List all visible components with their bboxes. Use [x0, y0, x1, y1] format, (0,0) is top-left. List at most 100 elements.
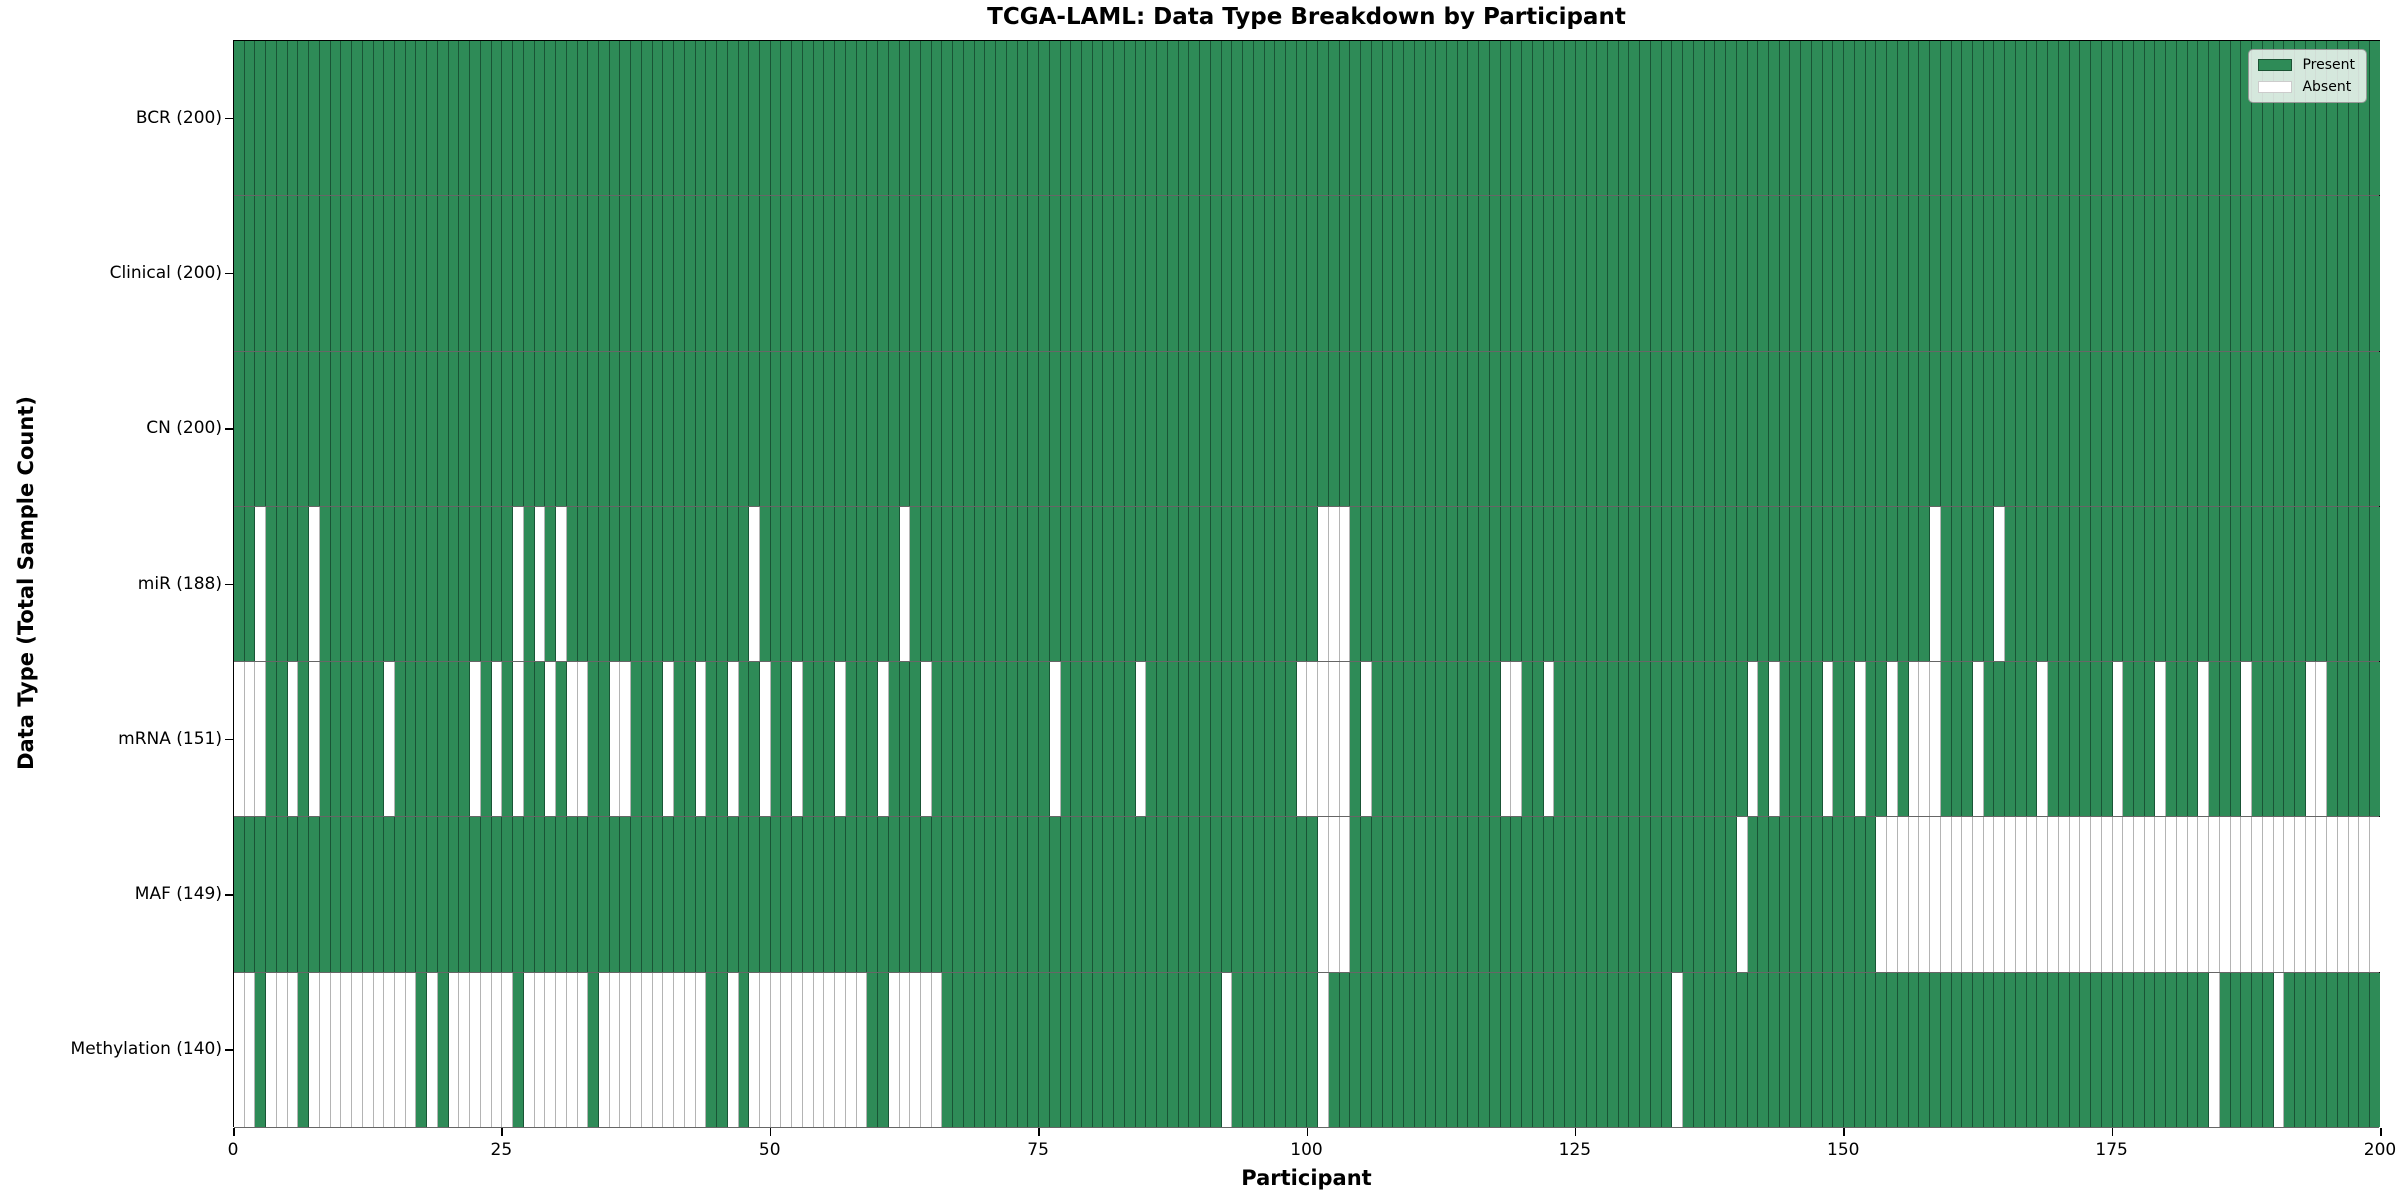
heatmap-cell: [1146, 196, 1158, 351]
heatmap-cell: [255, 196, 267, 351]
heatmap-cell: [2370, 817, 2380, 972]
heatmap-cell: [523, 351, 535, 506]
heatmap-cell: [1028, 662, 1040, 817]
heatmap-cell: [888, 817, 900, 972]
heatmap-cell: [1833, 41, 1845, 196]
heatmap-cell: [1275, 817, 1286, 972]
heatmap-cell: [985, 506, 997, 662]
heatmap-cell: [276, 196, 288, 351]
heatmap-cell: [1500, 972, 1512, 1127]
heatmap-cell: [437, 351, 449, 506]
heatmap-cell: [2080, 41, 2092, 196]
heatmap-cell: [2112, 506, 2124, 662]
heatmap-cell: [1876, 196, 1888, 351]
heatmap-cell: [1629, 972, 1641, 1127]
heatmap-cell: [2166, 817, 2177, 972]
heatmap-cell: [781, 662, 793, 817]
heatmap-cell: [1726, 41, 1737, 196]
heatmap-cell: [1672, 41, 1684, 196]
y-tick-mark: [225, 583, 233, 585]
heatmap-cell: [1157, 41, 1168, 196]
heatmap-cell: [1296, 972, 1308, 1127]
heatmap-cell: [867, 506, 879, 662]
heatmap-cell: [1972, 817, 1984, 972]
heatmap-cell: [330, 351, 342, 506]
heatmap-cell: [1157, 972, 1168, 1127]
heatmap-cell: [1028, 506, 1040, 662]
heatmap-cell: [276, 972, 288, 1127]
heatmap-cell: [1897, 41, 1909, 196]
heatmap-cell: [717, 196, 728, 351]
heatmap-cell: [2198, 351, 2210, 506]
heatmap-cell: [1661, 506, 1673, 662]
heatmap-cell: [1328, 41, 1340, 196]
heatmap-cell: [545, 196, 557, 351]
heatmap-cell: [835, 196, 846, 351]
heatmap-cell: [395, 41, 406, 196]
heatmap-cell: [266, 817, 277, 972]
heatmap-cell: [1028, 817, 1040, 972]
heatmap-cell: [663, 972, 675, 1127]
heatmap-cell: [1532, 196, 1544, 351]
heatmap-cell: [1082, 196, 1093, 351]
heatmap-cell: [845, 972, 857, 1127]
heatmap-cell: [1940, 972, 1952, 1127]
heatmap-cell: [1382, 506, 1394, 662]
heatmap-cell: [749, 662, 760, 817]
heatmap-cell: [985, 351, 997, 506]
heatmap-cell: [727, 41, 739, 196]
heatmap-cell: [695, 972, 707, 1127]
heatmap-cell: [717, 817, 728, 972]
heatmap-cell: [545, 506, 557, 662]
heatmap-cell: [921, 351, 932, 506]
heatmap-cell: [1060, 196, 1072, 351]
heatmap-cell: [352, 662, 363, 817]
heatmap-cell: [1382, 972, 1394, 1127]
heatmap-cell: [1232, 506, 1244, 662]
heatmap-cell: [2209, 41, 2220, 196]
heatmap-cell: [867, 196, 879, 351]
heatmap-cell: [2359, 196, 2371, 351]
heatmap-cell: [921, 196, 932, 351]
heatmap-cell: [2048, 351, 2059, 506]
heatmap-cell: [684, 662, 696, 817]
heatmap-cell: [1296, 662, 1308, 817]
heatmap-cell: [1479, 506, 1490, 662]
heatmap-cell: [878, 972, 889, 1127]
heatmap-cell: [1103, 506, 1115, 662]
heatmap-cell: [931, 817, 943, 972]
heatmap-cell: [1844, 351, 1855, 506]
heatmap-cell: [448, 972, 460, 1127]
heatmap-cell: [491, 972, 503, 1127]
heatmap-cell: [609, 506, 621, 662]
heatmap-cell: [1457, 196, 1469, 351]
heatmap-cell: [1586, 351, 1598, 506]
heatmap-cell: [1500, 41, 1512, 196]
heatmap-cell: [244, 817, 256, 972]
heatmap-cell: [2026, 351, 2038, 506]
heatmap-cell: [2005, 41, 2016, 196]
heatmap-cell: [845, 506, 857, 662]
heatmap-cell: [448, 662, 460, 817]
heatmap-cell: [1489, 351, 1501, 506]
heatmap-cell: [1071, 41, 1083, 196]
heatmap-cell: [759, 351, 771, 506]
heatmap-cell: [1425, 662, 1437, 817]
heatmap-cell: [556, 662, 567, 817]
heatmap-cell: [1919, 41, 1931, 196]
heatmap-cell: [2209, 351, 2220, 506]
heatmap-cell: [1350, 817, 1362, 972]
heatmap-cell: [835, 351, 846, 506]
heatmap-cell: [1693, 662, 1705, 817]
heatmap-cell: [1962, 972, 1973, 1127]
heatmap-cell: [2037, 662, 2049, 817]
heatmap-cell: [1650, 351, 1662, 506]
heatmap-cell: [835, 817, 846, 972]
heatmap-cell: [1382, 351, 1394, 506]
heatmap-cell: [1726, 662, 1737, 817]
heatmap-cell: [792, 41, 803, 196]
heatmap-cell: [856, 506, 868, 662]
heatmap-row-mRNA: [234, 662, 2380, 818]
heatmap-cell: [953, 662, 964, 817]
heatmap-cell: [1736, 817, 1748, 972]
